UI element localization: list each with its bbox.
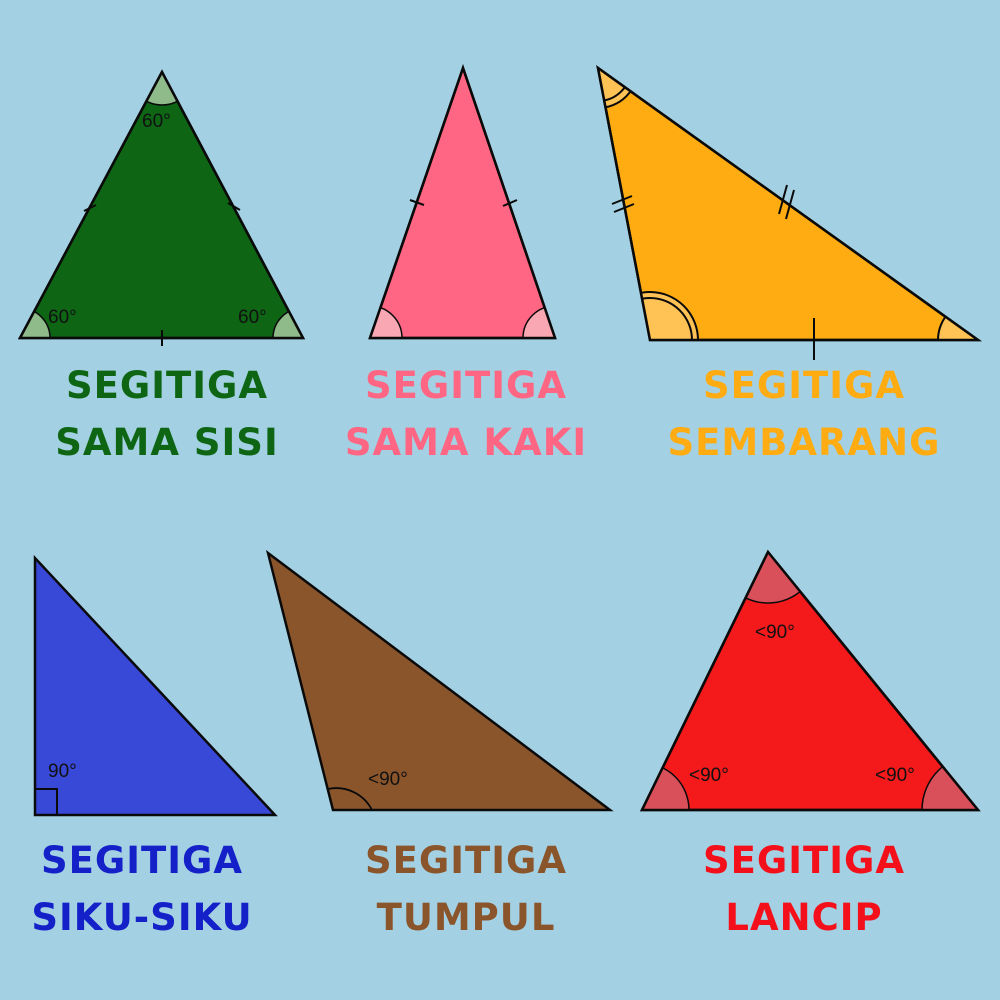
right-caption-line1: SEGITIGA bbox=[41, 839, 243, 882]
equilateral-angle-right-label: 60° bbox=[238, 307, 267, 328]
equilateral-caption-line1: SEGITIGA bbox=[66, 364, 268, 407]
acute-angle-top-label: <90° bbox=[755, 622, 795, 643]
right-angle-label: 90° bbox=[48, 761, 77, 782]
acute-caption-line1: SEGITIGA bbox=[703, 839, 905, 882]
isosceles-triangle bbox=[368, 64, 557, 340]
scalene-tick-hyp-1 bbox=[778, 184, 788, 215]
equilateral-angle-top-label: 60° bbox=[142, 111, 171, 132]
isosceles-caption-line1: SEGITIGA bbox=[365, 364, 567, 407]
equilateral-angle-arc-left bbox=[20, 307, 51, 338]
scalene-caption-line2: SEMBARANG bbox=[667, 421, 940, 464]
scalene-tick-left-1 bbox=[611, 195, 633, 205]
acute-angle-right-label: <90° bbox=[875, 765, 915, 786]
right-triangle bbox=[33, 554, 278, 817]
isosceles-caption-line2: SAMA KAKI bbox=[345, 421, 587, 464]
equilateral-angle-left-label: 60° bbox=[48, 307, 77, 328]
right-caption-line2: SIKU-SIKU bbox=[31, 896, 252, 939]
isosceles-tick-right bbox=[502, 199, 518, 207]
isosceles-triangle-group: SEGITIGA SAMA KAKI bbox=[345, 64, 587, 464]
obtuse-angle-arc bbox=[326, 787, 374, 811]
obtuse-caption-line1: SEGITIGA bbox=[365, 839, 567, 882]
acute-angle-arc-right bbox=[921, 753, 978, 810]
obtuse-angle-label: <90° bbox=[368, 769, 408, 790]
scalene-caption-line1: SEGITIGA bbox=[703, 364, 905, 407]
acute-angle-arc-left bbox=[642, 762, 690, 810]
scalene-angle-arc-top bbox=[598, 68, 638, 108]
equilateral-tick-left bbox=[83, 204, 97, 212]
acute-triangle-group: <90° <90° <90° SEGITIGA LANCIP bbox=[639, 549, 981, 939]
acute-angle-left-label: <90° bbox=[689, 765, 729, 786]
obtuse-triangle bbox=[265, 549, 614, 812]
equilateral-tick-right bbox=[227, 202, 241, 211]
isosceles-angle-arc-left bbox=[370, 305, 403, 338]
equilateral-triangle-group: 60° 60° 60° SEGITIGA SAMA SISI bbox=[17, 69, 306, 464]
equilateral-caption-line2: SAMA SISI bbox=[55, 421, 278, 464]
scalene-triangle-group: SEGITIGA SEMBARANG bbox=[596, 65, 982, 464]
scalene-tick-left-2 bbox=[613, 203, 635, 213]
isosceles-tick-left bbox=[409, 199, 425, 206]
scalene-tick-hyp-2 bbox=[785, 189, 795, 220]
equilateral-angle-arc-right bbox=[272, 307, 303, 338]
right-angle-marker bbox=[34, 788, 58, 816]
acute-caption-line2: LANCIP bbox=[725, 896, 882, 939]
right-triangle-group: 90° SEGITIGA SIKU-SIKU bbox=[31, 554, 278, 939]
isosceles-angle-arc-right bbox=[522, 305, 555, 338]
obtuse-caption-line2: TUMPUL bbox=[377, 896, 556, 939]
obtuse-triangle-group: <90° SEGITIGA TUMPUL bbox=[265, 549, 614, 939]
